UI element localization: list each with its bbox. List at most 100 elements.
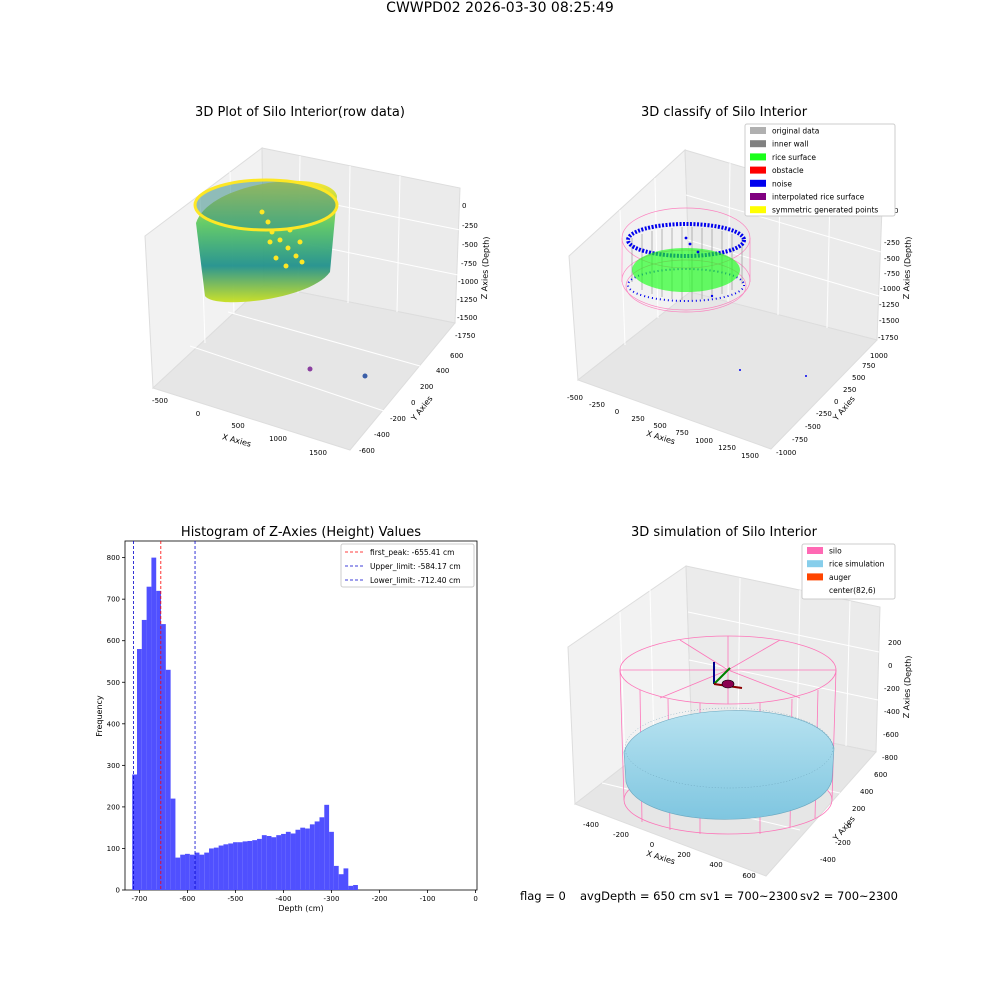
panel-classify-title: 3D classify of Silo Interior [641, 105, 808, 120]
figure-title: CWWPD02 2026-03-30 08:25:49 [386, 0, 614, 16]
histogram-x-ticks: -700 -600 -500 -400 -300 -200 -100 0 [131, 890, 478, 903]
tick-label: 250 [631, 415, 644, 423]
histogram-y-ticks: 0 100 200 300 400 500 600 700 800 [107, 554, 125, 895]
histogram-bar [333, 865, 339, 890]
tick-label: 1000 [870, 352, 888, 360]
tick-label: 300 [107, 762, 120, 770]
legend-label: obstacle [772, 166, 804, 175]
tick-label: -200 [613, 831, 629, 839]
tick-label: 400 [709, 861, 722, 869]
tick-label: -400 [583, 821, 599, 829]
histogram-bar [170, 798, 176, 890]
classify-y-ticks: -1000 -750 -500 -250 0 250 500 750 1000 [776, 352, 888, 457]
tick-label: -1000 [458, 278, 478, 286]
tick-label: -500 [805, 423, 821, 431]
tick-label: -750 [792, 436, 808, 444]
histogram-bar [209, 848, 214, 890]
raw-y-ticks: -600 -400 -200 0 200 400 600 [359, 352, 463, 455]
histogram-bar [228, 843, 234, 890]
legend-swatch [750, 140, 766, 148]
legend-label: Lower_limit: -712.40 cm [370, 576, 460, 585]
tick-label: -600 [179, 895, 195, 903]
histogram-bar [137, 649, 142, 890]
tick-label: -200 [884, 685, 900, 693]
histogram-bar [295, 829, 301, 890]
panel-raw: 3D Plot of Silo Interior(row data) -500 … [144, 105, 491, 457]
legend-swatch [750, 153, 766, 161]
tick-label: -500 [884, 255, 900, 263]
tick-label: -100 [420, 895, 436, 903]
tick-label: -600 [359, 447, 375, 455]
histogram-bar [290, 833, 296, 890]
classify-x-ticks: -500 -250 0 250 500 750 1000 1250 1500 [567, 394, 759, 460]
tick-label: -1750 [455, 332, 475, 340]
tick-label: -300 [324, 895, 340, 903]
auger-marker [721, 679, 735, 689]
histogram-bar [242, 841, 248, 890]
raw-inner-points [259, 209, 305, 269]
histogram-vlines [133, 541, 196, 890]
histogram-bar [151, 557, 157, 890]
tick-label: 200 [852, 805, 865, 813]
histogram-bar [271, 837, 277, 890]
tick-label: -400 [884, 708, 900, 716]
footer-flag: flag = 0 [520, 889, 566, 903]
tick-label: 1500 [309, 449, 327, 457]
tick-label: 800 [107, 554, 120, 562]
tick-label: 400 [107, 720, 120, 728]
legend-swatch [750, 193, 766, 200]
histogram-bars [132, 557, 358, 890]
simulation-y-ticks: -400 -200 0 200 400 600 [820, 771, 887, 864]
legend-swatch [750, 127, 766, 134]
histogram-bar [237, 842, 243, 890]
raw-silo-rim [193, 178, 339, 232]
histogram-bar [204, 852, 210, 890]
tick-label: -750 [884, 270, 900, 278]
classify-noise-points [684, 236, 807, 377]
pane-floor [576, 291, 878, 450]
tick-label: 0 [888, 662, 892, 670]
tick-label: -400 [276, 895, 292, 903]
histogram-bar [194, 852, 200, 890]
histogram-bar [175, 857, 181, 890]
histogram-bar [199, 854, 205, 890]
tick-label: -200 [835, 839, 851, 847]
raw-xlabel: X Axies [221, 432, 252, 448]
tick-label: 200 [888, 639, 901, 647]
tick-label: -1250 [879, 301, 899, 309]
legend-swatch [807, 560, 823, 568]
tick-label: 600 [874, 771, 887, 779]
tick-label: 0 [847, 822, 851, 830]
histogram-bar [261, 835, 267, 890]
histogram-bar [348, 885, 354, 890]
histogram-legend: first_peak: -655.41 cm Upper_limit: -584.… [340, 543, 475, 588]
simulation-rice-mesh [624, 707, 834, 789]
raw-x-ticks: -500 0 500 1000 1500 [152, 397, 327, 457]
raw-outlier-point [307, 366, 313, 372]
tick-label: 0 [615, 408, 619, 416]
tick-label: 0 [473, 895, 477, 903]
tick-label: 1500 [741, 452, 759, 460]
histogram-bar [213, 847, 219, 890]
tick-label: 600 [107, 637, 120, 645]
simulation-xlabel: X Axies [645, 849, 676, 866]
histogram-bar [309, 824, 315, 890]
classify-legend: original data inner wall rice surface obsta… [744, 123, 896, 217]
classify-xlabel: X Axies [645, 429, 676, 446]
tick-label: -1250 [457, 296, 477, 304]
legend-frame [340, 543, 475, 588]
histogram-bar [233, 842, 238, 890]
legend-frame [801, 543, 896, 600]
tick-label: 0 [650, 841, 654, 849]
tick-label: 200 [420, 383, 433, 391]
tick-label: 500 [653, 422, 666, 430]
legend-label: center(82,6) [829, 586, 876, 595]
tick-label: -800 [882, 754, 898, 762]
tick-label: -500 [462, 241, 478, 249]
histogram-bar [266, 835, 272, 890]
histogram-bar [180, 854, 186, 890]
tick-label: 250 [843, 386, 856, 394]
histogram-bar [281, 833, 286, 890]
tick-label: -200 [372, 895, 388, 903]
tick-label: -500 [567, 394, 583, 402]
